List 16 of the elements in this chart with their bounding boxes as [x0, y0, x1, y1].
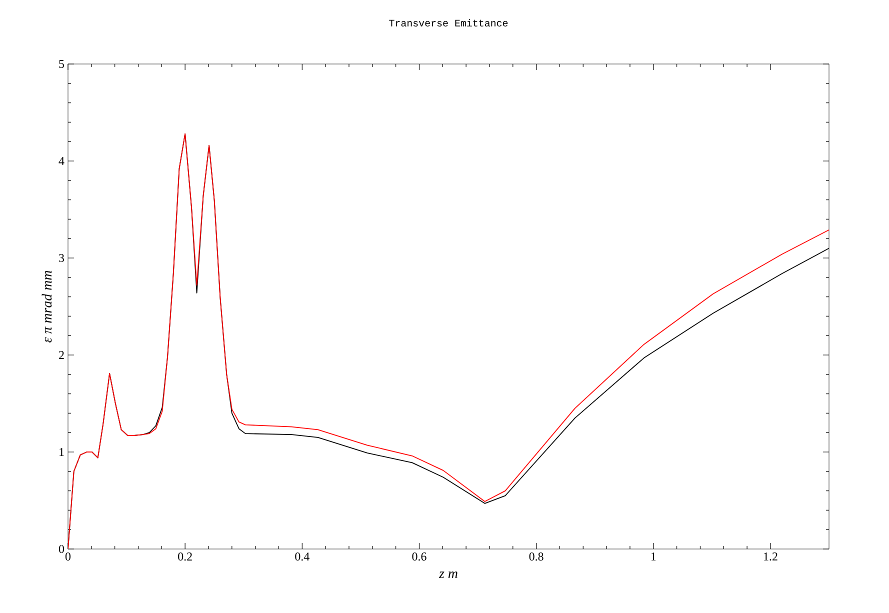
chart-title: Transverse Emittance — [389, 19, 508, 26]
y-tick-label: 4 — [58, 157, 64, 165]
x-tick-label: 1.2 — [764, 552, 778, 561]
x-tick-label: 0.4 — [295, 552, 310, 561]
y-tick-label: 1 — [60, 448, 64, 456]
x-tick-label: 0.6 — [412, 552, 426, 561]
y-tick-label: 3 — [59, 254, 64, 262]
y-tick-label: 0 — [58, 544, 64, 554]
x-tick-label: 0.8 — [529, 552, 544, 561]
x-axis-title: z m — [438, 571, 458, 578]
x-tick-label: 1 — [651, 552, 656, 560]
x-tick-label: 0 — [65, 552, 71, 561]
y-axis-title: ε π mrad mm — [42, 270, 52, 342]
y-tick-label: 2 — [59, 351, 64, 359]
x-tick-label: 0.2 — [178, 552, 192, 561]
y-tick-label: 5 — [59, 60, 64, 68]
